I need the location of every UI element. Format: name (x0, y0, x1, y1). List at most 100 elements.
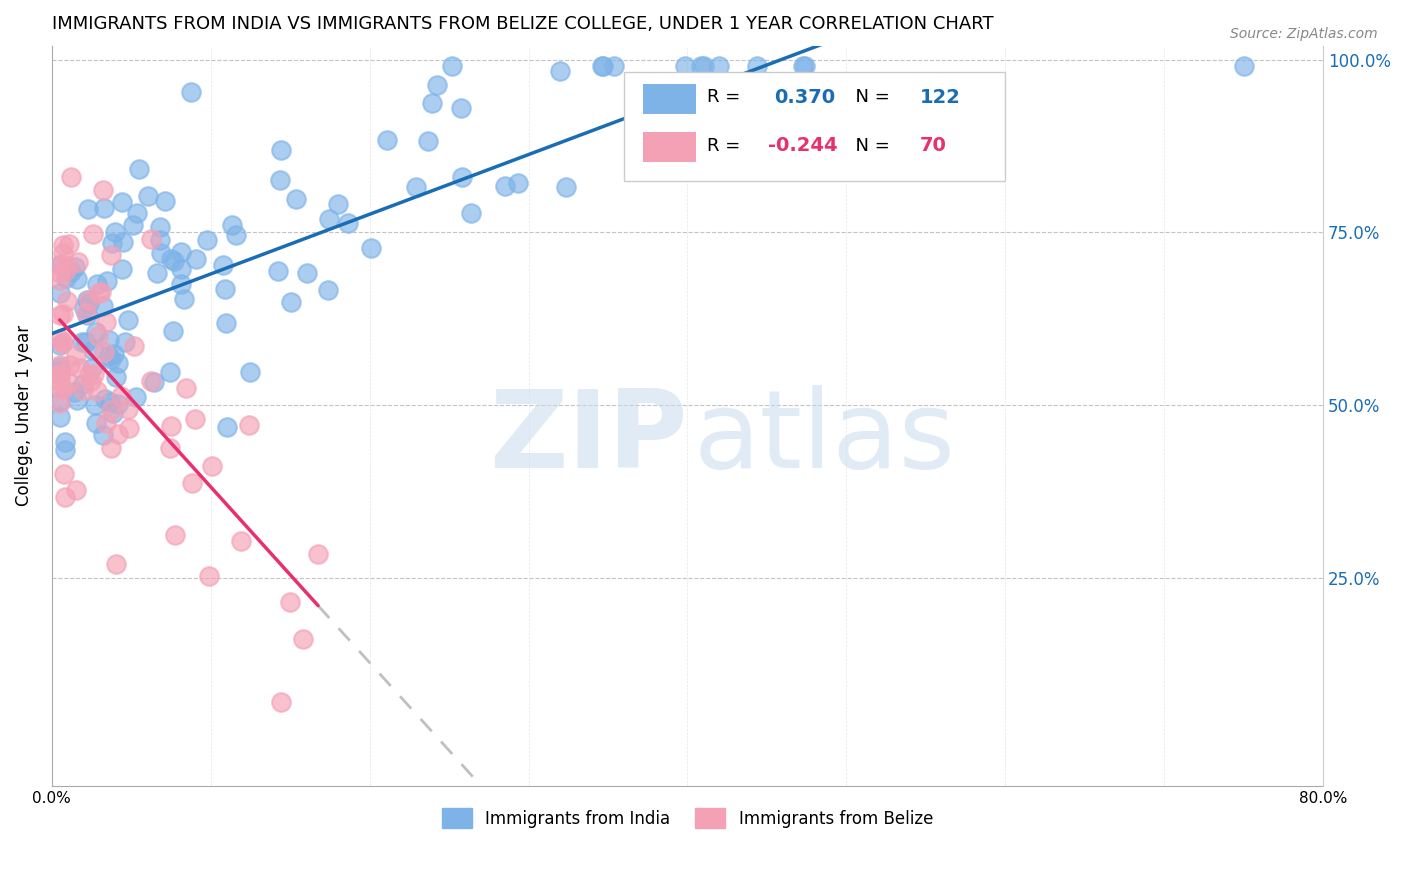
Point (96, 416, 118, 430)
Point (170, 262, 193, 277)
Point (93, 345, 115, 359)
Point (121, 218, 143, 232)
Point (59, 358, 82, 372)
Point (292, 632, 315, 646)
Text: 70: 70 (920, 136, 948, 155)
Point (702, 116, 724, 130)
Point (215, 316, 238, 330)
Point (150, 246, 173, 260)
Point (142, 376, 165, 390)
Point (82, 227, 104, 241)
Point (793, 59, 815, 73)
Point (58, 376, 80, 390)
Point (183, 412, 205, 426)
Point (270, 695, 292, 709)
Point (318, 211, 340, 226)
Legend: Immigrants from India, Immigrants from Belize: Immigrants from India, Immigrants from B… (433, 799, 942, 837)
Text: -0.244: -0.244 (768, 136, 837, 155)
Y-axis label: College, Under 1 year: College, Under 1 year (15, 326, 32, 507)
Point (136, 189, 159, 203)
Point (163, 253, 186, 268)
Point (48, 393, 70, 408)
Point (48, 362, 70, 376)
Point (101, 236, 124, 251)
Point (105, 369, 128, 384)
Point (269, 173, 291, 187)
Point (65, 348, 87, 362)
Point (91, 183, 114, 197)
Point (641, 110, 664, 124)
Point (48, 358, 70, 372)
Point (87, 286, 110, 301)
Point (198, 569, 221, 583)
Point (146, 266, 169, 280)
Point (165, 527, 187, 541)
Point (51, 306, 73, 320)
Point (307, 547, 329, 561)
Point (98, 349, 121, 363)
Point (48, 256, 70, 270)
Point (117, 401, 139, 416)
Point (239, 365, 262, 379)
Point (84, 398, 107, 412)
Point (72, 383, 94, 397)
Point (229, 534, 252, 549)
Point (75, 306, 97, 320)
Point (159, 365, 181, 379)
FancyBboxPatch shape (643, 84, 696, 114)
Point (51, 336, 73, 351)
Point (48, 338, 70, 352)
Point (792, 59, 814, 73)
Point (48, 374, 70, 388)
Point (494, 179, 516, 194)
Point (221, 219, 243, 233)
Text: 122: 122 (920, 88, 960, 107)
Point (592, 59, 614, 73)
Point (174, 381, 197, 395)
Point (77, 367, 100, 381)
Point (707, 59, 730, 73)
Point (66, 392, 89, 407)
Point (48, 380, 70, 394)
Point (713, 91, 735, 105)
Point (76, 293, 98, 308)
Point (755, 136, 778, 150)
Point (77, 293, 100, 307)
Point (405, 180, 427, 194)
Point (159, 419, 181, 434)
Point (48, 308, 70, 322)
Point (149, 219, 172, 234)
Point (96, 315, 118, 329)
Text: N =: N = (844, 88, 896, 106)
Point (266, 264, 288, 278)
Point (285, 192, 308, 206)
FancyBboxPatch shape (643, 132, 696, 161)
Point (84, 416, 107, 430)
Point (184, 252, 207, 266)
Point (69, 361, 91, 376)
Point (86, 384, 108, 398)
Point (91, 299, 114, 313)
Point (111, 235, 134, 249)
Point (53, 490, 76, 504)
Point (280, 294, 302, 309)
Point (86, 277, 108, 291)
Point (94, 392, 117, 406)
Point (451, 169, 474, 184)
Point (72, 377, 94, 392)
Text: atlas: atlas (693, 385, 956, 491)
Point (98, 334, 121, 348)
Point (141, 374, 163, 388)
Point (52, 383, 75, 397)
Point (107, 397, 129, 411)
Point (52, 467, 75, 482)
Point (75, 334, 97, 349)
Text: N =: N = (844, 136, 896, 154)
Point (591, 59, 613, 73)
Point (48, 368, 70, 382)
Point (326, 197, 349, 211)
Point (673, 59, 696, 73)
Point (548, 63, 571, 78)
Point (48, 396, 70, 410)
Point (48, 367, 70, 381)
